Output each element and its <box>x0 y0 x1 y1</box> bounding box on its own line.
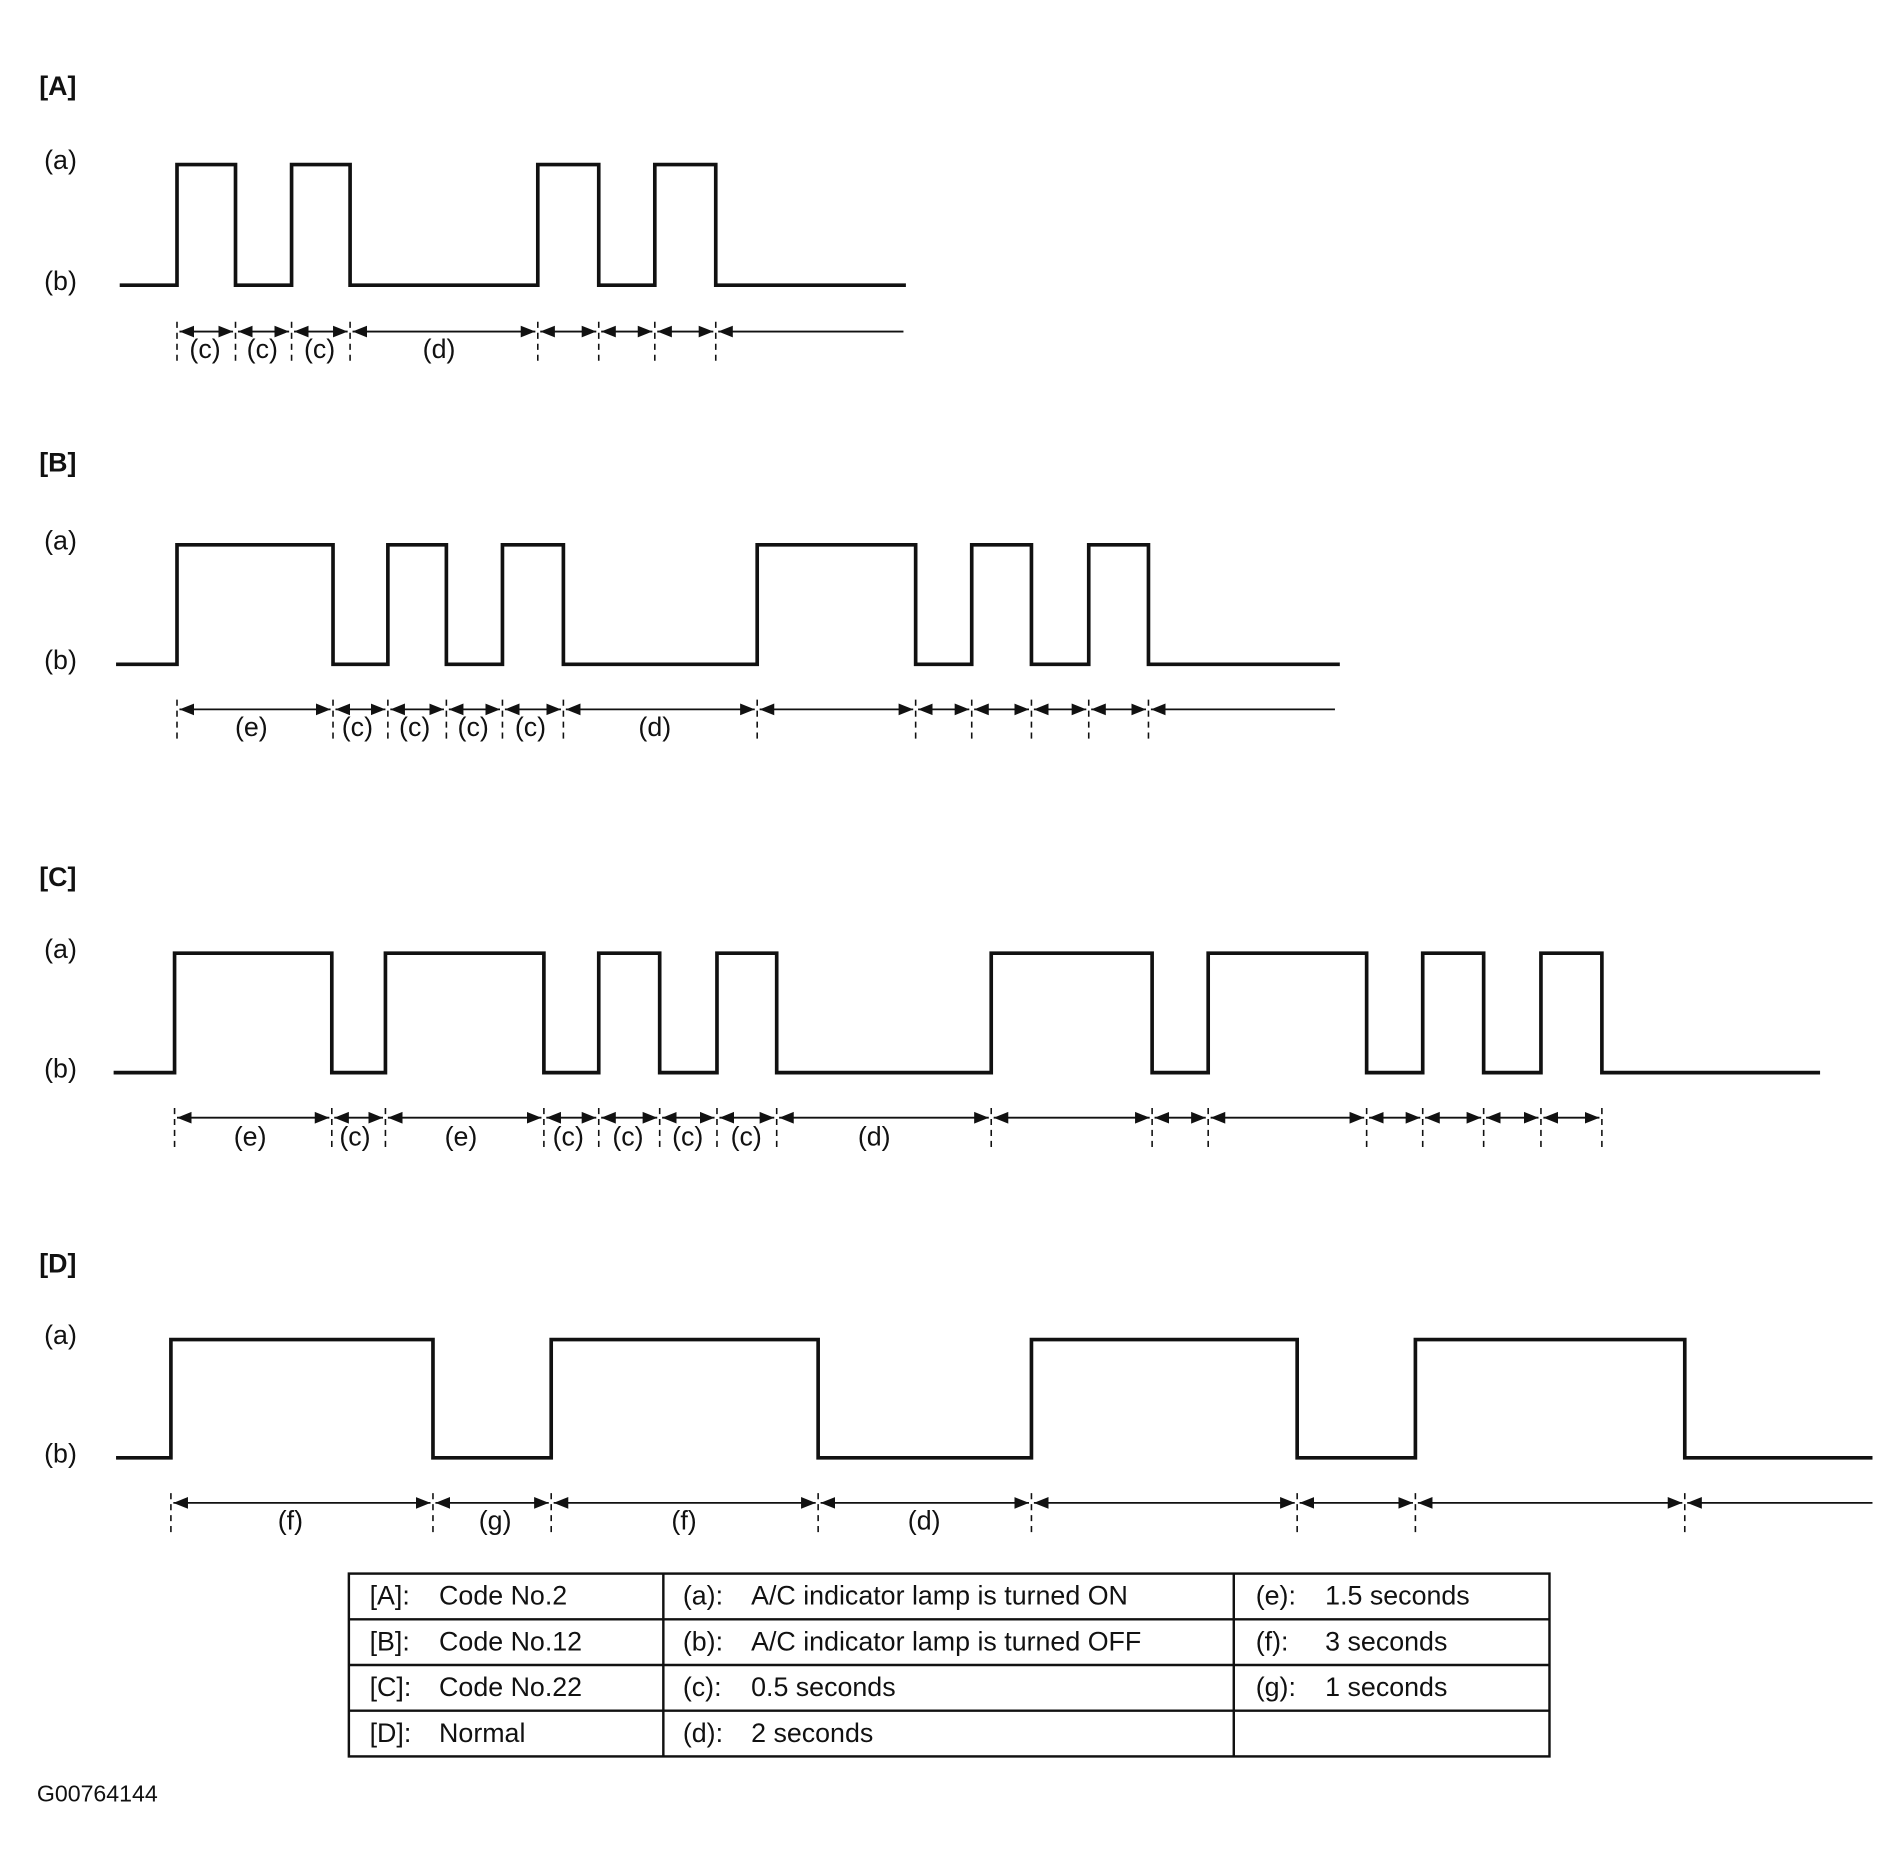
table-value: 2 seconds <box>751 1718 873 1748</box>
interval-label: (e) <box>235 712 268 742</box>
interval-label: (c) <box>458 712 489 742</box>
table-key: [D]: <box>370 1718 412 1748</box>
interval-label: (c) <box>672 1122 703 1152</box>
interval-label: (c) <box>339 1122 370 1152</box>
interval-label: (c) <box>304 334 335 364</box>
low-level-label: (b) <box>44 1438 77 1468</box>
table-key: (e): <box>1256 1581 1296 1611</box>
table-value: A/C indicator lamp is turned OFF <box>751 1626 1141 1656</box>
interval-label: (c) <box>515 712 546 742</box>
waveform <box>119 162 906 288</box>
interval-label: (e) <box>234 1122 267 1152</box>
interval-label: (c) <box>553 1122 584 1152</box>
table-key: [C]: <box>370 1672 412 1702</box>
interval-label: (e) <box>445 1122 478 1152</box>
table-value: Code No.2 <box>439 1581 567 1611</box>
figure-code: G00764144 <box>37 1781 158 1807</box>
panel-label: [C] <box>39 862 76 892</box>
waveform <box>116 1337 1873 1460</box>
interval-label: (c) <box>342 712 373 742</box>
waveform <box>116 543 1340 667</box>
table-value: Code No.22 <box>439 1672 582 1702</box>
interval-label: (c) <box>189 334 220 364</box>
table-value: A/C indicator lamp is turned ON <box>751 1581 1128 1611</box>
panel-label: [D] <box>39 1248 76 1278</box>
table-value: 1 seconds <box>1325 1672 1447 1702</box>
table-key: (b): <box>683 1626 723 1656</box>
low-level-label: (b) <box>44 1053 77 1083</box>
table-key: (g): <box>1256 1672 1296 1702</box>
table-key: (a): <box>683 1581 723 1611</box>
table-key: (d): <box>683 1718 723 1748</box>
panel-label: [A] <box>39 71 76 101</box>
table-key: [B]: <box>370 1626 410 1656</box>
table-value: 3 seconds <box>1325 1626 1447 1656</box>
interval-label: (d) <box>638 712 671 742</box>
interval-label: (d) <box>423 334 456 364</box>
interval-label: (c) <box>612 1122 643 1152</box>
table-value: 0.5 seconds <box>751 1672 896 1702</box>
table-value: Code No.12 <box>439 1626 582 1656</box>
panel-label: [B] <box>39 447 76 477</box>
table-key: [A]: <box>370 1581 410 1611</box>
interval-label: (f) <box>278 1505 303 1535</box>
interval-label: (d) <box>908 1505 941 1535</box>
low-level-label: (b) <box>44 266 77 296</box>
interval-label: (c) <box>247 334 278 364</box>
high-level-label: (a) <box>44 145 77 175</box>
table-key: (c): <box>683 1672 722 1702</box>
table-key: (f): <box>1256 1626 1289 1656</box>
interval-label: (g) <box>479 1505 512 1535</box>
interval-label: (f) <box>671 1505 696 1535</box>
table-value: Normal <box>439 1718 525 1748</box>
interval-label: (d) <box>858 1122 891 1152</box>
table-value: 1.5 seconds <box>1325 1581 1470 1611</box>
interval-label: (c) <box>399 712 430 742</box>
interval-label: (c) <box>731 1122 762 1152</box>
high-level-label: (a) <box>44 1320 77 1350</box>
waveform <box>113 951 1821 1075</box>
high-level-label: (a) <box>44 934 77 964</box>
low-level-label: (b) <box>44 645 77 675</box>
high-level-label: (a) <box>44 525 77 555</box>
